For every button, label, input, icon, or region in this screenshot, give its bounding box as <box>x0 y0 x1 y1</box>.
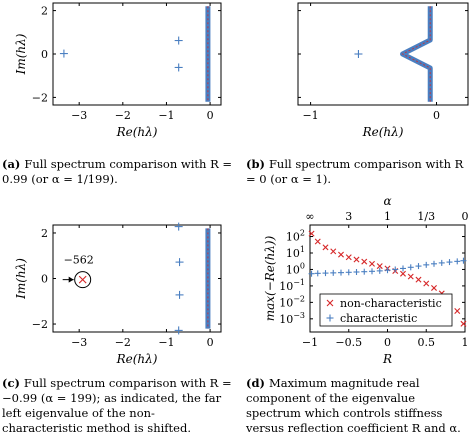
chart-c: −3 −2 −1 0 −2 0 2 Re(hλ) Im(hλ) −562 <box>14 222 222 366</box>
y-tick-label: 10−3 <box>279 311 305 326</box>
plot-frame-a <box>52 2 222 106</box>
x-tick-label: 1 <box>462 336 469 349</box>
legend-marker-non-characteristic-d2 <box>326 299 334 307</box>
caption-d: (d) Maximum magnitude real component of t… <box>246 376 472 436</box>
y-tick-label: 2 <box>41 227 48 240</box>
annotation-arrowhead <box>68 276 74 283</box>
x-axis-label: Re(hλ) <box>362 125 404 139</box>
plot-frame-c <box>52 224 222 333</box>
series-point-non-characteristic-d2 <box>431 284 437 291</box>
caption-c-label: (c) <box>2 376 20 390</box>
y-tick-label: −2 <box>32 318 48 331</box>
eigenvalue-band-overlay <box>401 6 431 102</box>
series-point-non-characteristic-d2 <box>376 263 383 270</box>
y-tick-label: 10−2 <box>279 294 305 309</box>
series-point-non-characteristic-d2 <box>330 248 337 255</box>
top-tick-label: 3 <box>345 210 352 223</box>
caption-a-text: Full spectrum comparison with R = 0.99 (… <box>2 157 233 186</box>
plot-frame-b <box>297 2 469 106</box>
series-point-non-characteristic-d2 <box>460 320 467 327</box>
caption-a-label: (a) <box>2 157 21 171</box>
x-tick-label: −1 <box>158 109 174 122</box>
top-tick-label: 0 <box>462 210 469 223</box>
caption-c: (c) Full spectrum comparison with R = −0.… <box>2 376 234 436</box>
x-tick-label: −1 <box>302 109 318 122</box>
x-axis-label: Re(hλ) <box>116 352 158 366</box>
y-tick-exponent: −2 <box>293 294 305 303</box>
series-point-non-characteristic-d2 <box>322 244 329 251</box>
y-axis-label: Im(hλ) <box>14 258 28 300</box>
caption-d-text: Maximum magnitude real component of the … <box>246 376 461 435</box>
x-tick-label: −2 <box>115 109 131 122</box>
top-tick-label: 1/3 <box>417 210 435 223</box>
y-tick-label: 0 <box>41 48 48 61</box>
y-tick-exponent: 2 <box>300 229 305 238</box>
series-point-non-characteristic-d2 <box>308 230 315 237</box>
legend-box <box>319 293 453 327</box>
y-tick-exponent: −1 <box>293 278 305 287</box>
x-tick-label: −0.5 <box>335 336 362 349</box>
annotation-circle <box>74 271 92 289</box>
x-tick-label: −3 <box>71 109 87 122</box>
x-tick-label: 0 <box>207 109 214 122</box>
x-tick-label: 0 <box>207 336 214 349</box>
x-axis-label: R <box>382 352 392 366</box>
x-tick-label: −2 <box>115 336 131 349</box>
eigenvalue-band <box>400 6 433 102</box>
y-tick-label: 0 <box>41 273 48 286</box>
caption-c-text: Full spectrum comparison with R = −0.99 … <box>2 376 232 435</box>
series-point-non-characteristic-d2 <box>454 307 461 314</box>
chart-a: −3 −2 −1 0 −2 0 2 Re(hλ) Im(hλ) <box>14 2 222 139</box>
y-tick-exponent: 1 <box>300 245 305 254</box>
series-point-non-characteristic-d2 <box>338 251 344 258</box>
eigenvalue-marker-d2 <box>78 275 87 284</box>
legend-label-characteristic: characteristic <box>340 312 417 325</box>
x-tick-label: −1 <box>302 336 318 349</box>
caption-b-text: Full spectrum comparison with R = 0 (or … <box>246 157 464 186</box>
series-point-non-characteristic-d2 <box>314 238 321 245</box>
caption-b-label: (b) <box>246 157 265 171</box>
y-tick-label: 101 <box>286 245 305 260</box>
series-point-non-characteristic-d2 <box>415 276 422 283</box>
x-axis-label: Re(hλ) <box>116 125 158 139</box>
y-axis-label: max(−Re(hλ)) <box>263 235 277 321</box>
series-point-non-characteristic-d2 <box>400 270 406 277</box>
legend-label-non-characteristic: non-characteristic <box>340 297 442 310</box>
x-tick-label: 0 <box>384 336 391 349</box>
y-tick-label: 100 <box>286 261 305 276</box>
chart-b: −1 0 Re(hλ) <box>297 2 469 139</box>
y-tick-label: 2 <box>41 5 48 18</box>
series-point-non-characteristic-d2 <box>361 258 368 265</box>
caption-d-label: (d) <box>246 376 265 390</box>
y-tick-label: 102 <box>286 229 305 244</box>
series-point-non-characteristic-d2 <box>353 256 360 263</box>
x-tick-label: 0.5 <box>418 336 436 349</box>
x-tick-label: −3 <box>71 336 87 349</box>
y-tick-exponent: 0 <box>300 261 305 270</box>
annotation-label: −562 <box>64 254 94 267</box>
caption-a: (a) Full spectrum comparison with R = 0.9… <box>2 157 234 187</box>
y-axis-label: Im(hλ) <box>14 33 28 75</box>
top-tick-label: ∞ <box>305 210 314 223</box>
top-tick-label: 1 <box>384 210 391 223</box>
top-axis-label: α <box>383 194 391 208</box>
series-point-non-characteristic-d2 <box>345 254 352 261</box>
series-point-non-characteristic-d2 <box>407 273 414 280</box>
y-tick-label: −2 <box>32 91 48 104</box>
x-tick-label: 0 <box>433 109 440 122</box>
series-point-non-characteristic-d2 <box>423 280 430 287</box>
series-point-non-characteristic-d2 <box>369 260 375 267</box>
y-tick-exponent: −3 <box>293 311 305 320</box>
y-tick-label: 10−1 <box>279 278 305 293</box>
caption-b: (b) Full spectrum comparison with R = 0 (… <box>246 157 472 187</box>
x-tick-label: −1 <box>158 336 174 349</box>
